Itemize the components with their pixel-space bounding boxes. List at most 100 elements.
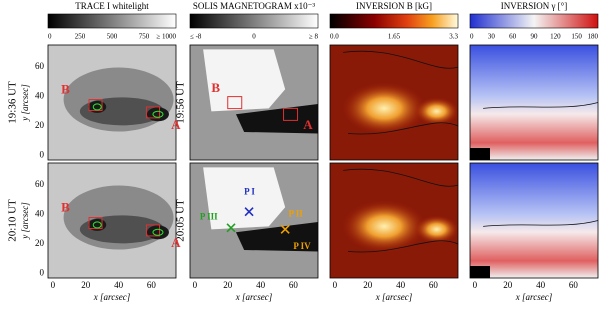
- y-axis-label: y [arcsec]: [20, 202, 30, 240]
- y-axis-label: y [arcsec]: [20, 84, 30, 122]
- colorbar-tick-label: 180: [588, 33, 599, 41]
- colorbar-tick-label: 750: [139, 33, 150, 41]
- x-tick-label: 60: [429, 280, 439, 290]
- time-label: 20:05 UT: [175, 199, 187, 242]
- contour: [343, 168, 459, 253]
- colorbar-title: SOLIS MAGNETOGRAM x10⁻³: [193, 1, 316, 11]
- umbra: [88, 100, 107, 113]
- annotation: P IV: [293, 241, 311, 251]
- panel-row: [48, 45, 599, 160]
- colorbar-tick-label: 0: [48, 33, 52, 41]
- y-tick-label: 0: [40, 150, 45, 160]
- x-axis-label: x [arcsec]: [93, 292, 131, 302]
- mask: [470, 148, 490, 160]
- panel-row: [48, 163, 599, 278]
- contour: [152, 110, 164, 118]
- gamma-image: [470, 45, 598, 160]
- y-tick-label: 40: [35, 91, 45, 101]
- colorbar-tick-label: 30: [488, 33, 496, 41]
- contour: [152, 228, 164, 236]
- y-tick-label: 60: [35, 179, 45, 189]
- panel-frame: [189, 44, 319, 161]
- x-tick-label: 20: [223, 280, 233, 290]
- panel-frame: [47, 162, 177, 279]
- field-blob: [414, 97, 459, 126]
- x-tick-label: 60: [569, 280, 579, 290]
- annotation: A: [171, 235, 181, 250]
- annotation: P I: [244, 187, 255, 197]
- colorbar-tick-label: 500: [107, 33, 118, 41]
- y-tick-label: 60: [35, 61, 45, 71]
- time-label: 19:36 UT: [7, 81, 19, 124]
- colorbar: [47, 13, 177, 29]
- x-tick-label: 0: [333, 280, 338, 290]
- panel-frame: [329, 44, 459, 161]
- x-tick-label: 20: [503, 280, 513, 290]
- contour: [343, 50, 459, 135]
- negative-polarity: [235, 221, 318, 252]
- colorbar-tick-label: 90: [531, 33, 539, 41]
- gamma-image: [470, 163, 598, 278]
- x-axis-label: x [arcsec]: [235, 292, 273, 302]
- colorbar-tick-label: 250: [75, 33, 86, 41]
- box: [145, 224, 160, 237]
- x-tick-label: 60: [289, 280, 299, 290]
- annotation: A: [171, 117, 181, 132]
- umbra: [146, 225, 169, 240]
- colorbar: [189, 13, 319, 29]
- colorbar-tick-label: 60: [509, 33, 517, 41]
- x-tick-label: 40: [536, 280, 546, 290]
- x-tick-label: 20: [81, 280, 91, 290]
- colorbar-tick-label: 0: [470, 33, 474, 41]
- colorbar-tick-label: 1.65: [388, 33, 401, 41]
- box: [88, 99, 103, 112]
- x-tick-label: 0: [473, 280, 478, 290]
- colorbar-title: TRACE I whitelight: [75, 1, 149, 11]
- panel-frame: [469, 44, 599, 161]
- annotation: B: [61, 82, 70, 97]
- umbra: [88, 218, 107, 231]
- field-blob: [414, 215, 459, 244]
- colorbar-tick-label: ≥ 1000: [156, 33, 176, 41]
- annotation: B: [211, 80, 220, 95]
- panel-frame: [329, 162, 459, 279]
- panel-frame: [47, 44, 177, 161]
- umbra: [146, 107, 169, 122]
- time-label: 20:10 UT: [7, 199, 19, 242]
- colorbar: [329, 13, 459, 29]
- positive-polarity: [203, 49, 286, 112]
- colorbar-tick-label: 120: [550, 33, 561, 41]
- cross-marker: [226, 223, 236, 233]
- x-tick-label: 40: [114, 280, 124, 290]
- colorbar-tick-label: 0: [252, 33, 256, 41]
- annotation: P II: [288, 209, 303, 219]
- x-tick-label: 20: [363, 280, 373, 290]
- colorbar-tick-label: 0.0: [330, 33, 339, 41]
- colorbar-title: INVERSION γ [°]: [501, 1, 568, 11]
- x-axis-label: x [arcsec]: [515, 292, 553, 302]
- y-tick-label: 20: [35, 120, 45, 130]
- panel-frame: [189, 162, 319, 279]
- cross-marker: [280, 224, 290, 234]
- x-tick-label: 40: [256, 280, 266, 290]
- y-tick-label: 20: [35, 238, 45, 248]
- x-tick-label: 40: [396, 280, 406, 290]
- field-blob: [342, 82, 427, 135]
- box: [88, 217, 103, 230]
- colorbar-title: INVERSION B [kG]: [356, 1, 432, 11]
- x-axis-label: x [arcsec]: [375, 292, 413, 302]
- y-tick-label: 0: [40, 268, 45, 278]
- annotation: B: [61, 200, 70, 215]
- annotation: P III: [200, 212, 218, 222]
- field-blob: [342, 200, 427, 253]
- annotation: A: [303, 117, 313, 132]
- contour: [483, 102, 599, 109]
- box: [283, 107, 299, 121]
- colorbar-tick-label: 3.3: [449, 33, 458, 41]
- colorbar-tick-label: 150: [571, 33, 582, 41]
- colorbar-tick-label: ≥ 8: [309, 33, 319, 41]
- x-tick-label: 0: [193, 280, 198, 290]
- panel-frame: [469, 162, 599, 279]
- cross-marker: [244, 207, 254, 217]
